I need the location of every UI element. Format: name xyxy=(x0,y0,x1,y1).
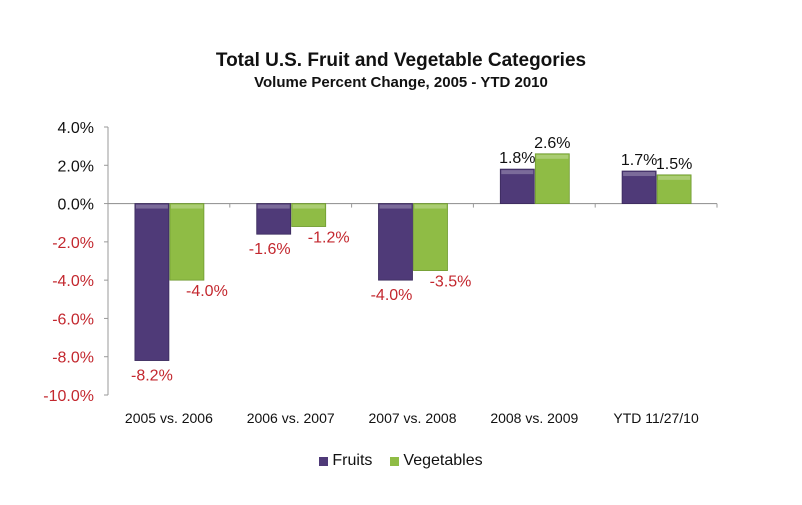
bar-highlight xyxy=(536,154,569,159)
legend-swatch-vegetables xyxy=(390,456,400,466)
y-tick-label: 4.0% xyxy=(58,120,94,137)
data-label-fruits: 1.8% xyxy=(499,150,535,167)
bar-highlight xyxy=(257,204,290,209)
legend-item-fruits: Fruits xyxy=(319,452,372,470)
chart-subtitle: Volume Percent Change, 2005 - YTD 2010 xyxy=(254,74,548,91)
y-tick-label: -10.0% xyxy=(43,388,94,405)
y-tick-label: 2.0% xyxy=(58,158,94,175)
bar-highlight xyxy=(414,204,447,209)
bar-vegetables xyxy=(291,203,327,227)
y-tick-label: -4.0% xyxy=(52,273,94,290)
bar-vegetables xyxy=(534,153,570,204)
data-label-fruits: -8.2% xyxy=(131,368,173,385)
legend-label-fruits: Fruits xyxy=(332,452,373,469)
legend: Fruits Vegetables xyxy=(0,452,802,470)
bar-fruits xyxy=(256,203,292,235)
x-tick-label: YTD 11/27/10 xyxy=(613,410,699,426)
bar-vegetables xyxy=(656,174,692,204)
bar-highlight xyxy=(658,175,691,180)
bar-highlight xyxy=(623,172,656,177)
bar-fruits xyxy=(499,168,535,204)
bar-highlight xyxy=(170,204,203,209)
bar-vegetables xyxy=(413,203,448,271)
bar-highlight xyxy=(292,204,325,209)
x-tick-label: 2006 vs. 2007 xyxy=(247,410,335,426)
data-label-vegetables: -3.5% xyxy=(430,274,472,291)
legend-item-vegetables: Vegetables xyxy=(390,452,483,470)
data-label-vegetables: 2.6% xyxy=(534,135,570,152)
bar-fruits xyxy=(378,203,413,281)
bar-vegetables xyxy=(169,203,205,281)
data-label-vegetables: -4.0% xyxy=(186,283,228,300)
y-tick-label: -6.0% xyxy=(52,311,94,328)
bar-fruits xyxy=(621,170,657,204)
data-label-vegetables: -1.2% xyxy=(308,230,350,247)
bar-fruits xyxy=(134,203,170,361)
legend-label-vegetables: Vegetables xyxy=(403,452,483,469)
x-tick-label: 2007 vs. 2008 xyxy=(369,410,457,426)
x-tick-label: 2008 vs. 2009 xyxy=(490,410,578,426)
bar-highlight xyxy=(379,204,412,209)
data-label-fruits: -4.0% xyxy=(371,287,413,304)
x-tick-label: 2005 vs. 2006 xyxy=(125,410,213,426)
data-label-fruits: -1.6% xyxy=(249,241,291,258)
y-tick-label: -8.0% xyxy=(52,350,94,367)
y-tick-label: 0.0% xyxy=(58,197,94,214)
data-label-fruits: 1.7% xyxy=(621,152,657,169)
y-tick-label: -2.0% xyxy=(52,235,94,252)
chart-title: Total U.S. Fruit and Vegetable Categorie… xyxy=(215,50,587,71)
legend-swatch-fruits xyxy=(319,456,329,466)
bar-highlight xyxy=(135,204,168,209)
bar-highlight xyxy=(501,170,534,175)
data-label-vegetables: 1.5% xyxy=(656,156,692,173)
